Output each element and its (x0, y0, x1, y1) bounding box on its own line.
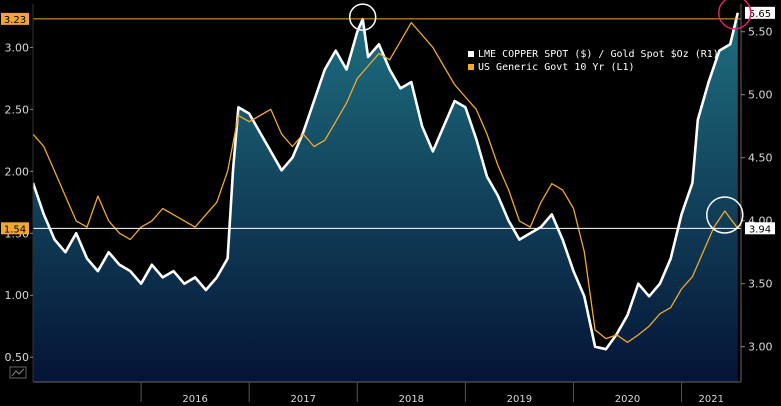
legend-label-copper-gold: LME COPPER SPOT ($) / Gold Spot $Oz (R1) (478, 49, 719, 60)
right-tick-label-1: 3.50 (748, 278, 773, 291)
x-tick-label-4: 2020 (615, 394, 640, 405)
left-current-tag: 1.54 (1, 222, 29, 235)
x-axis-ticks: 2016 2017 2018 2019 2020 2021 (140, 382, 724, 405)
left-tick-label-3: 2.00 (5, 165, 30, 178)
x-tick-label-0: 2016 (182, 394, 207, 405)
yield-current-highlight-circle (706, 196, 744, 234)
x-tick-label-5: 2021 (699, 394, 724, 405)
legend-swatch-yield (468, 64, 474, 70)
left-axis-ticks: 0.501.001.502.002.503.00 (5, 41, 33, 364)
left-tick-label-4: 2.50 (5, 103, 30, 116)
left-current-tag-text: 1.54 (4, 224, 26, 235)
peak-2018-highlight-circle (348, 3, 377, 31)
x-tick-label-1: 2017 (291, 394, 316, 405)
right-tick-label-4: 5.00 (748, 89, 773, 102)
left-tick-label-5: 3.00 (5, 41, 30, 54)
x-tick-label-3: 2019 (507, 394, 532, 405)
right-current-tag: 3.94 (745, 222, 775, 235)
left-top-tag-text: 3.23 (4, 15, 26, 26)
left-tick-label-1: 1.00 (5, 289, 30, 302)
right-top-tag-text: 5.65 (749, 9, 771, 20)
right-axis-ticks: 3.003.504.004.505.005.50 (741, 26, 773, 354)
line-layer (33, 12, 740, 351)
series-line-1 (33, 21, 739, 343)
legend-label-yield: US Generic Govt 10 Yr (L1) (478, 62, 635, 73)
right-tick-label-0: 3.00 (748, 341, 773, 354)
x-tick-label-2: 2018 (399, 394, 424, 405)
copper-gold-peak-highlight-circle (718, 0, 752, 30)
right-tick-label-5: 5.50 (748, 26, 773, 39)
series-line-0 (33, 12, 740, 351)
chart-type-icon[interactable] (9, 366, 27, 379)
legend: LME COPPER SPOT ($) / Gold Spot $Oz (R1)… (468, 49, 719, 73)
area-layer (33, 12, 738, 382)
right-current-tag-text: 3.94 (749, 224, 771, 235)
left-top-tag: 3.23 (1, 12, 29, 26)
left-tick-label-0: 0.50 (5, 351, 30, 364)
series-area-0 (33, 12, 738, 382)
legend-swatch-copper-gold (468, 51, 474, 57)
right-top-tag: 5.65 (745, 6, 775, 20)
right-tick-label-3: 4.50 (748, 152, 773, 165)
